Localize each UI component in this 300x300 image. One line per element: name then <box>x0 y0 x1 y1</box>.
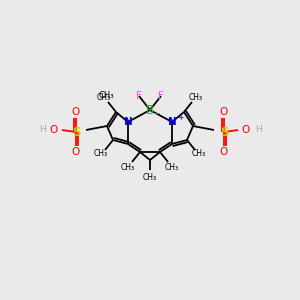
Text: O: O <box>72 107 80 117</box>
Text: H: H <box>255 125 261 134</box>
Text: S: S <box>220 125 228 139</box>
Text: CH₃: CH₃ <box>98 92 114 100</box>
Text: O: O <box>242 125 250 135</box>
Text: B: B <box>146 103 154 116</box>
Text: O: O <box>220 147 228 157</box>
Text: O: O <box>72 147 80 157</box>
Text: H: H <box>39 125 45 134</box>
Text: O: O <box>50 125 58 135</box>
Text: CH₃: CH₃ <box>97 94 111 103</box>
Text: O: O <box>220 107 228 117</box>
Text: F: F <box>136 91 142 101</box>
Text: −: − <box>152 109 160 118</box>
Text: S: S <box>72 125 80 139</box>
Text: CH₃: CH₃ <box>192 149 206 158</box>
Text: CH₃: CH₃ <box>121 164 135 172</box>
Text: CH₃: CH₃ <box>165 164 179 172</box>
Text: +: + <box>177 112 183 122</box>
Text: CH₃: CH₃ <box>94 149 108 158</box>
Text: CH₃: CH₃ <box>189 94 203 103</box>
Text: F: F <box>158 91 164 101</box>
Text: N: N <box>124 117 132 127</box>
Text: N: N <box>168 117 176 127</box>
Text: CH₃: CH₃ <box>143 173 157 182</box>
